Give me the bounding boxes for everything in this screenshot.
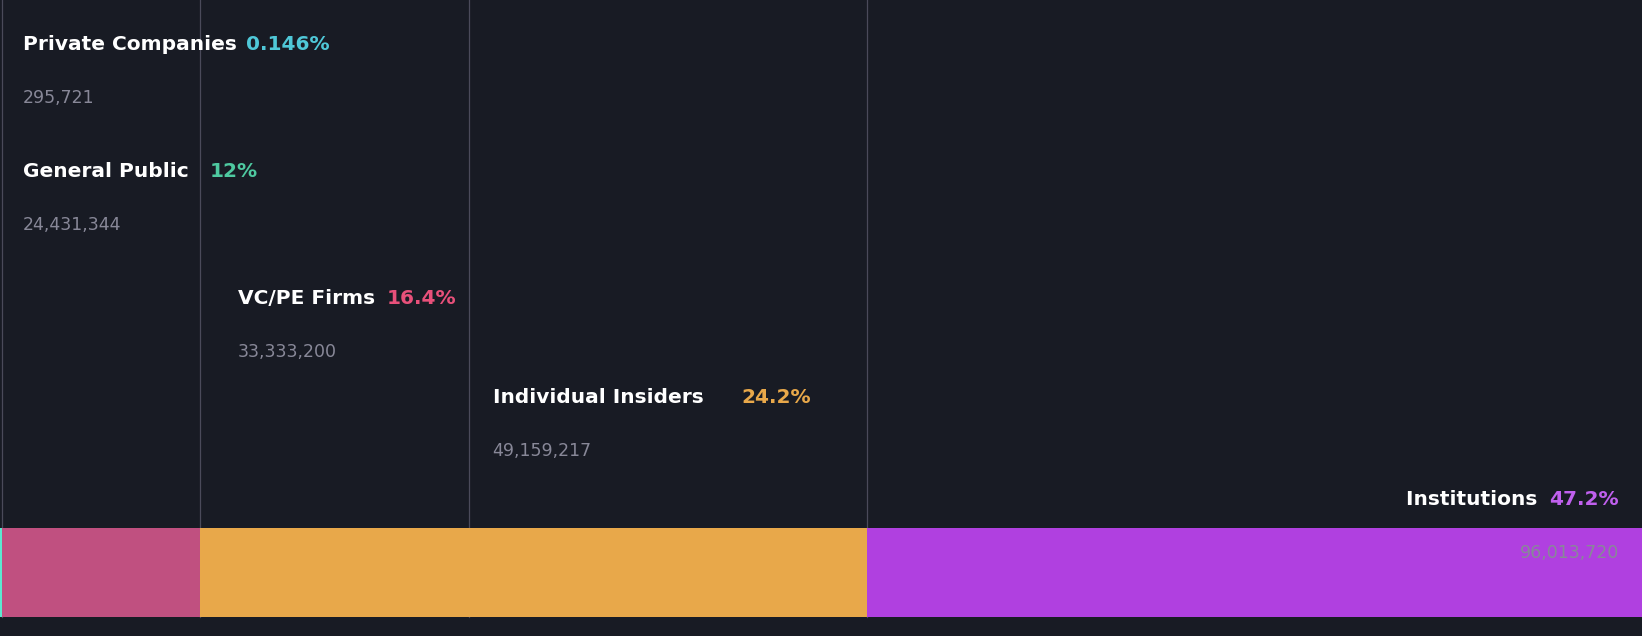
Text: 33,333,200: 33,333,200 [238, 343, 337, 361]
Bar [867, 528, 1642, 617]
Text: Private Companies: Private Companies [23, 35, 236, 54]
Bar [2, 528, 200, 617]
Text: 24,431,344: 24,431,344 [23, 216, 122, 234]
Text: Institutions: Institutions [1406, 490, 1545, 509]
Text: 49,159,217: 49,159,217 [493, 442, 591, 460]
Text: 96,013,720: 96,013,720 [1520, 544, 1619, 562]
Text: Individual Insiders: Individual Insiders [493, 388, 703, 407]
Bar [470, 528, 867, 617]
Text: 295,721: 295,721 [23, 89, 95, 107]
Text: General Public: General Public [23, 162, 189, 181]
Text: 12%: 12% [209, 162, 258, 181]
Text: 24.2%: 24.2% [741, 388, 811, 407]
Text: VC/PE Firms: VC/PE Firms [238, 289, 376, 308]
Text: 16.4%: 16.4% [388, 289, 456, 308]
Text: 47.2%: 47.2% [1550, 490, 1619, 509]
Bar [200, 528, 470, 617]
Bar [0, 528, 2, 617]
Text: 0.146%: 0.146% [246, 35, 330, 54]
